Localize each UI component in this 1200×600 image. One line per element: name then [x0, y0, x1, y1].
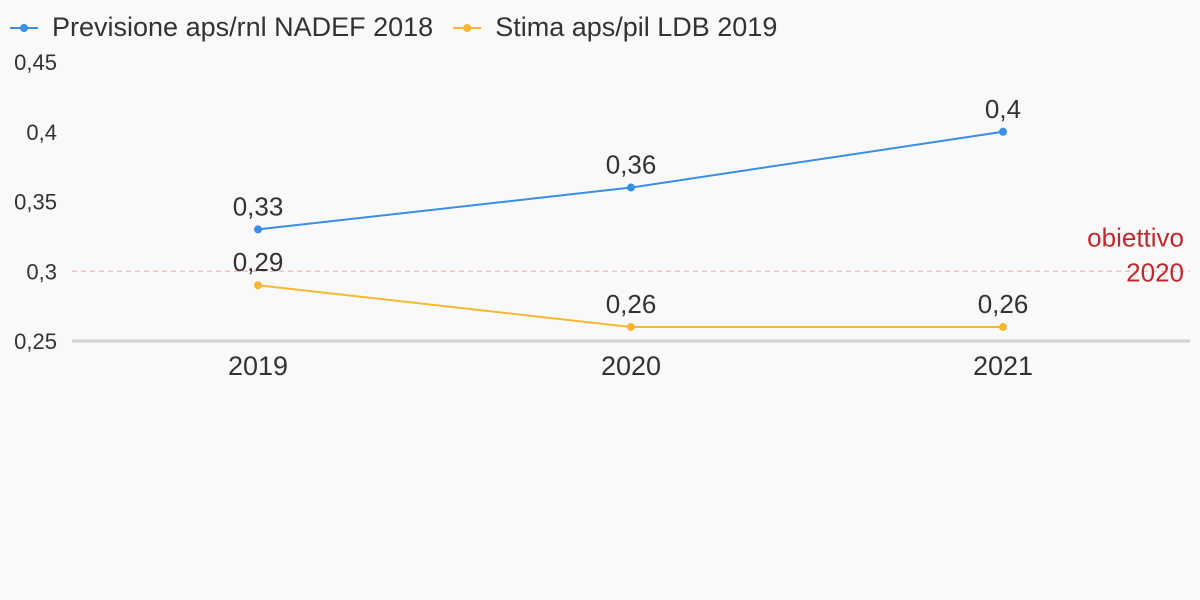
- y-tick-label: 0,3: [26, 259, 57, 284]
- data-point: [627, 323, 635, 332]
- legend-item: Stima aps/pil LDB 2019: [453, 12, 777, 42]
- series-line: [257, 130, 1004, 231]
- data-label: 0,4: [985, 94, 1021, 124]
- y-axis: 0,45 0,4 0,35 0,3 0,25: [14, 50, 57, 354]
- data-label: 0,36: [606, 150, 657, 180]
- reference-label-line1: obiettivo: [1087, 222, 1184, 252]
- data-point: [254, 281, 262, 290]
- x-axis: 2019 2020 2021: [72, 339, 1190, 381]
- legend-swatch-marker: [20, 24, 28, 32]
- y-tick-label: 0,4: [26, 120, 57, 145]
- y-tick-label: 0,35: [14, 190, 57, 215]
- series-group: 0,33 0,36 0,4 0,29 0,26 0,26: [233, 94, 1029, 332]
- data-point: [627, 183, 635, 192]
- legend-swatch-marker: [463, 24, 472, 32]
- data-point: [999, 323, 1007, 332]
- reference-line-group: obiettivo 2020: [72, 222, 1190, 287]
- legend-label: Stima aps/pil LDB 2019: [495, 12, 777, 42]
- data-point: [999, 127, 1007, 136]
- legend: Previsione aps/rnl NADEF 2018 Stima aps/p…: [10, 12, 777, 42]
- data-label: 0,26: [978, 289, 1029, 319]
- data-label: 0,26: [606, 289, 657, 319]
- data-label: 0,29: [233, 247, 284, 277]
- data-label: 0,33: [233, 191, 284, 221]
- data-point: [254, 225, 262, 234]
- series-1: 0,33 0,36 0,4: [233, 94, 1021, 234]
- reference-label-line2: 2020: [1126, 257, 1184, 287]
- series-2: 0,29 0,26 0,26: [233, 247, 1029, 332]
- y-tick-label: 0,25: [14, 329, 57, 354]
- legend-item: Previsione aps/rnl NADEF 2018: [10, 12, 433, 42]
- y-tick-label: 0,45: [14, 50, 57, 75]
- x-tick-label: 2019: [228, 351, 288, 381]
- x-tick-label: 2021: [973, 351, 1033, 381]
- legend-label: Previsione aps/rnl NADEF 2018: [52, 12, 433, 42]
- x-tick-label: 2020: [601, 351, 661, 381]
